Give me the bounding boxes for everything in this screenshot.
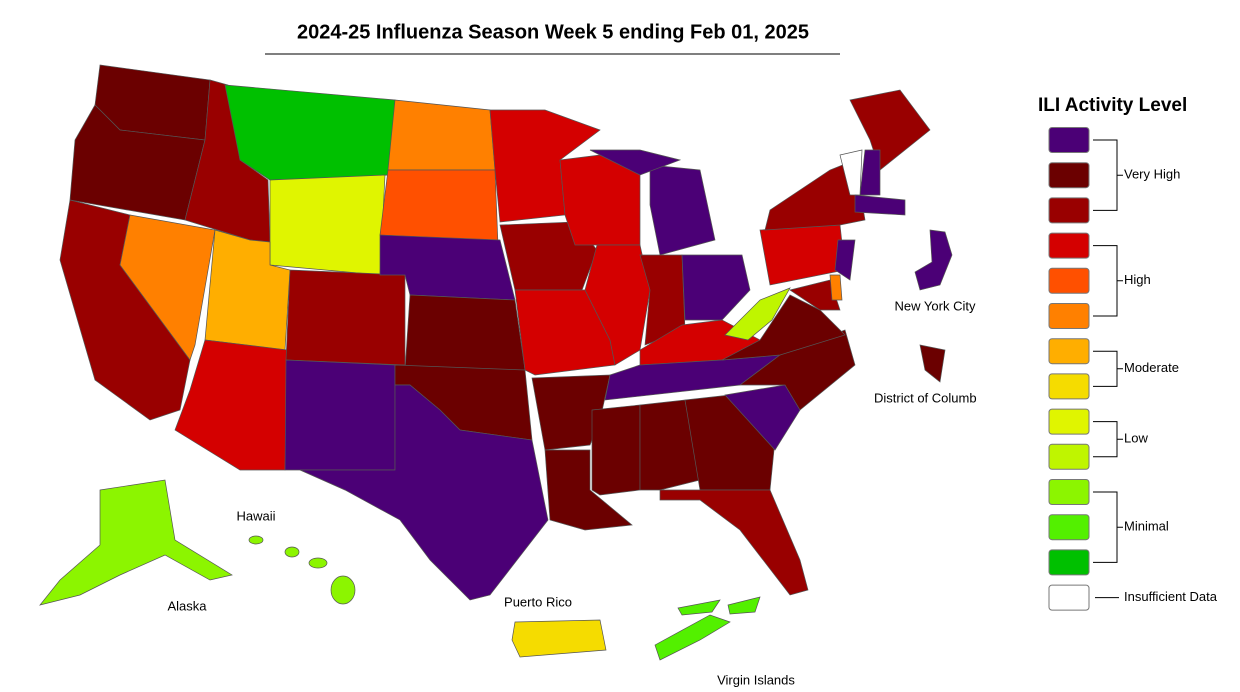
state xyxy=(269,174,386,276)
legend-bracket xyxy=(1093,139,1123,211)
state xyxy=(839,149,863,196)
map-label: New York City xyxy=(895,298,976,313)
state xyxy=(649,164,716,256)
state xyxy=(764,159,866,231)
state xyxy=(591,404,641,496)
state xyxy=(789,279,841,311)
legend-swatch xyxy=(1048,127,1090,153)
state xyxy=(859,149,881,196)
legend-swatch xyxy=(1048,584,1090,611)
legend-label: Low xyxy=(1124,431,1148,446)
legend-title: ILI Activity Level xyxy=(1038,95,1187,116)
legend-label: Moderate xyxy=(1124,360,1179,375)
legend-bracket xyxy=(1093,245,1123,317)
hawaii xyxy=(248,535,356,605)
dc-inset xyxy=(919,344,946,383)
state xyxy=(681,254,751,321)
legend-swatch xyxy=(1048,373,1090,400)
state xyxy=(659,489,809,596)
legend-swatch xyxy=(1048,443,1090,470)
state xyxy=(284,359,396,471)
legend-swatch xyxy=(1048,479,1090,505)
state xyxy=(854,194,906,216)
alaska xyxy=(39,479,233,606)
state xyxy=(285,269,406,366)
legend-swatch xyxy=(1048,408,1090,435)
state xyxy=(404,294,526,371)
legend: Very High High Moderate Low Minimal Insuffici… xyxy=(1048,127,1218,611)
state xyxy=(639,399,701,491)
virgin-islands xyxy=(654,596,761,661)
legend-swatch xyxy=(1048,162,1090,189)
legend-bracket xyxy=(1093,350,1123,387)
legend-bracket xyxy=(1093,421,1123,458)
state xyxy=(829,274,843,301)
legend-swatch xyxy=(1048,514,1090,541)
legend-label: Minimal xyxy=(1124,519,1169,534)
state xyxy=(379,169,499,246)
legend-swatch xyxy=(1048,267,1090,294)
legend-swatch xyxy=(1048,232,1090,259)
map: New York City District of Columb Hawaii … xyxy=(39,64,977,687)
state xyxy=(834,239,856,281)
state xyxy=(387,99,496,171)
legend-swatch xyxy=(1048,338,1090,365)
map-title: 2024-25 Influenza Season Week 5 ending F… xyxy=(297,21,809,43)
state xyxy=(174,339,289,471)
map-label: Hawaii xyxy=(236,508,275,523)
state xyxy=(584,244,651,366)
state xyxy=(849,89,931,171)
state xyxy=(299,384,549,601)
map-label: Virgin Islands xyxy=(717,672,795,687)
legend-swatch xyxy=(1048,197,1090,224)
state xyxy=(119,214,216,361)
state xyxy=(224,84,396,181)
nyc-inset xyxy=(914,229,953,291)
legend-label: Very High xyxy=(1124,167,1180,182)
state xyxy=(724,287,791,341)
state xyxy=(589,149,682,176)
map-label: Alaska xyxy=(167,598,207,613)
legend-bracket xyxy=(1093,491,1123,563)
legend-label: High xyxy=(1124,272,1151,287)
legend-swatch xyxy=(1048,549,1090,576)
map-label: Puerto Rico xyxy=(504,594,572,609)
puerto-rico xyxy=(511,619,607,658)
legend-swatch xyxy=(1048,303,1090,329)
legend-label: Insufficient Data xyxy=(1124,589,1218,604)
map-label: District of Columb xyxy=(874,390,977,405)
state xyxy=(544,449,633,531)
